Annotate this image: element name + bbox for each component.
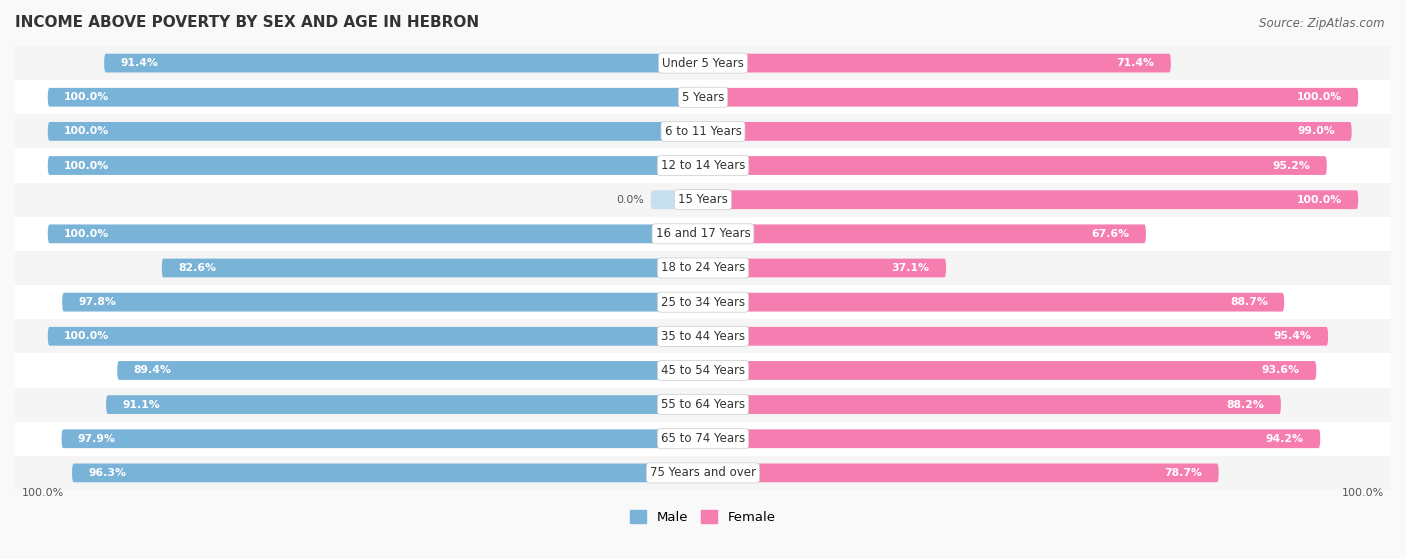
Text: INCOME ABOVE POVERTY BY SEX AND AGE IN HEBRON: INCOME ABOVE POVERTY BY SEX AND AGE IN H… [15,15,479,30]
Text: 12 to 14 Years: 12 to 14 Years [661,159,745,172]
Text: 100.0%: 100.0% [65,331,110,342]
Bar [15,353,1391,387]
Text: 95.4%: 95.4% [1274,331,1312,342]
FancyBboxPatch shape [703,395,1281,414]
FancyBboxPatch shape [703,190,1358,209]
FancyBboxPatch shape [703,463,1219,482]
Text: 100.0%: 100.0% [65,126,110,136]
FancyBboxPatch shape [62,429,703,448]
FancyBboxPatch shape [72,463,703,482]
FancyBboxPatch shape [162,259,703,277]
Text: 100.0%: 100.0% [65,160,110,170]
FancyBboxPatch shape [703,122,1351,141]
Text: 94.2%: 94.2% [1265,434,1303,444]
FancyBboxPatch shape [703,361,1316,380]
FancyBboxPatch shape [703,429,1320,448]
FancyBboxPatch shape [703,259,946,277]
Text: 37.1%: 37.1% [891,263,929,273]
Text: 89.4%: 89.4% [134,366,172,376]
FancyBboxPatch shape [105,395,703,414]
Bar [15,387,1391,421]
FancyBboxPatch shape [48,122,703,141]
FancyBboxPatch shape [703,293,1284,311]
Bar [15,114,1391,149]
Text: 100.0%: 100.0% [21,487,63,498]
Bar [15,456,1391,490]
Bar [15,46,1391,80]
Text: 71.4%: 71.4% [1116,58,1154,68]
Text: 55 to 64 Years: 55 to 64 Years [661,398,745,411]
Text: 15 Years: 15 Years [678,193,728,206]
Text: 5 Years: 5 Years [682,91,724,104]
FancyBboxPatch shape [48,327,703,345]
Text: 91.4%: 91.4% [121,58,159,68]
Bar [15,80,1391,114]
Text: 35 to 44 Years: 35 to 44 Years [661,330,745,343]
Text: 99.0%: 99.0% [1298,126,1336,136]
FancyBboxPatch shape [48,156,703,175]
FancyBboxPatch shape [703,88,1358,107]
Text: 16 and 17 Years: 16 and 17 Years [655,228,751,240]
Text: 18 to 24 Years: 18 to 24 Years [661,262,745,274]
FancyBboxPatch shape [117,361,703,380]
Text: 67.6%: 67.6% [1091,229,1129,239]
Text: 97.9%: 97.9% [77,434,115,444]
Text: 100.0%: 100.0% [1343,487,1385,498]
FancyBboxPatch shape [104,54,703,73]
FancyBboxPatch shape [48,88,703,107]
Bar [15,251,1391,285]
Text: 88.7%: 88.7% [1230,297,1268,307]
FancyBboxPatch shape [703,54,1171,73]
Text: 6 to 11 Years: 6 to 11 Years [665,125,741,138]
FancyBboxPatch shape [48,225,703,243]
Text: 25 to 34 Years: 25 to 34 Years [661,296,745,309]
Text: 96.3%: 96.3% [89,468,127,478]
Bar [15,183,1391,217]
Legend: Male, Female: Male, Female [626,505,780,529]
FancyBboxPatch shape [651,190,703,209]
Text: Under 5 Years: Under 5 Years [662,56,744,69]
Text: 93.6%: 93.6% [1263,366,1301,376]
Bar [15,217,1391,251]
Text: 95.2%: 95.2% [1272,160,1310,170]
Bar [15,421,1391,456]
Text: 65 to 74 Years: 65 to 74 Years [661,432,745,445]
Text: 100.0%: 100.0% [1296,195,1341,205]
FancyBboxPatch shape [703,225,1146,243]
Text: 78.7%: 78.7% [1164,468,1202,478]
Text: 100.0%: 100.0% [65,92,110,102]
Text: 88.2%: 88.2% [1226,400,1264,410]
Bar [15,149,1391,183]
FancyBboxPatch shape [703,327,1329,345]
Text: Source: ZipAtlas.com: Source: ZipAtlas.com [1260,17,1385,30]
Bar [15,285,1391,319]
Text: 82.6%: 82.6% [179,263,217,273]
Text: 45 to 54 Years: 45 to 54 Years [661,364,745,377]
Text: 91.1%: 91.1% [122,400,160,410]
Text: 100.0%: 100.0% [1296,92,1341,102]
Text: 0.0%: 0.0% [616,195,644,205]
FancyBboxPatch shape [62,293,703,311]
Text: 75 Years and over: 75 Years and over [650,466,756,480]
Text: 100.0%: 100.0% [65,229,110,239]
Text: 97.8%: 97.8% [79,297,117,307]
FancyBboxPatch shape [703,156,1327,175]
Bar [15,319,1391,353]
